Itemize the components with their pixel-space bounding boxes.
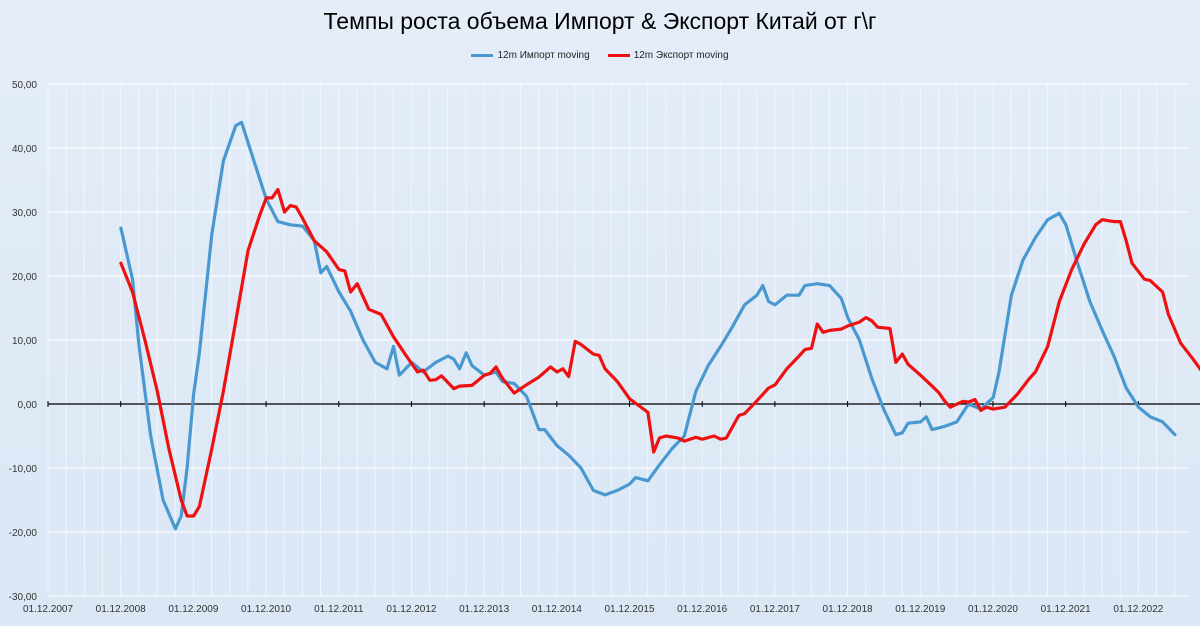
y-tick-label: 10,00 [12,336,37,347]
x-tick-label: 01.12.2016 [677,604,727,615]
y-tick-label: -10,00 [9,464,38,475]
x-tick-label: 01.12.2022 [1113,604,1163,615]
legend: 12m Импорт moving 12m Экспорт moving [0,50,1200,61]
chart-title: Темпы роста объема Импорт & Экспорт Кита… [323,8,877,34]
x-tick-label: 01.12.2018 [823,604,873,615]
y-tick-label: -20,00 [9,528,38,539]
y-tick-label: 50,00 [12,80,37,91]
y-tick-label: -30,00 [9,592,38,603]
x-tick-label: 01.12.2021 [1041,604,1091,615]
x-tick-label: 01.12.2017 [750,604,800,615]
x-tick-label: 01.12.2020 [968,604,1018,615]
legend-label-import: 12m Импорт moving [497,50,590,61]
legend-swatch-import [471,54,494,57]
series-line-import [119,120,1177,531]
y-tick-label: 0,00 [18,400,38,411]
x-tick-label: 01.12.2015 [604,604,654,615]
x-tick-label: 01.12.2007 [23,604,73,615]
x-tick-label: 01.12.2012 [386,604,436,615]
x-tick-label: 01.12.2009 [168,604,218,615]
x-tick-label: 01.12.2011 [314,604,364,615]
x-tick-label: 01.12.2013 [459,604,509,615]
legend-label-export: 12m Экспорт moving [633,50,729,61]
legend-item-import: 12m Импорт moving [471,50,590,61]
series-line-export [119,188,1200,518]
x-tick-label: 01.12.2010 [241,604,291,615]
y-tick-label: 40,00 [12,144,37,155]
x-tick-label: 01.12.2014 [532,604,582,615]
x-tick-label: 01.12.2008 [96,604,146,615]
y-tick-label: 30,00 [12,208,37,219]
legend-swatch-export [607,54,630,57]
y-tick-label: 20,00 [12,272,37,283]
legend-item-export: 12m Экспорт moving [607,50,729,61]
x-tick-label: 01.12.2019 [895,604,945,615]
